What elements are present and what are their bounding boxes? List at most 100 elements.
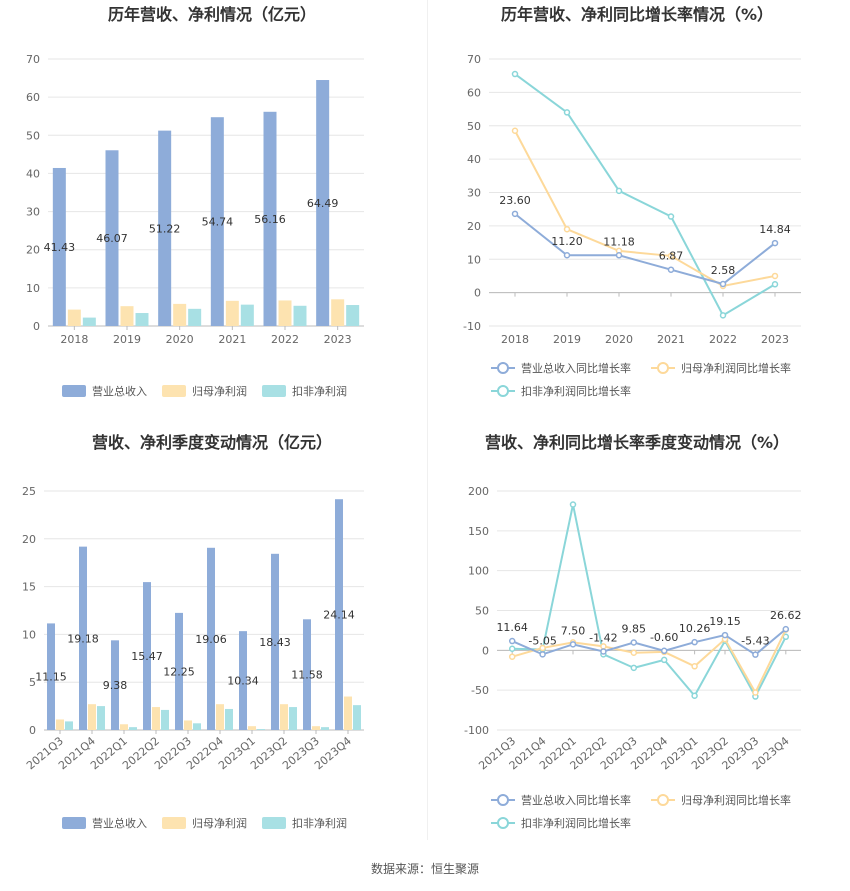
data-point — [667, 213, 675, 220]
legend-swatch — [62, 385, 86, 397]
y-tick-label: 20 — [26, 244, 40, 257]
chart-title: 营收、净利同比增长率季度变动情况（%） — [485, 433, 789, 452]
legend-swatch — [62, 817, 86, 829]
bar-revenue — [210, 117, 224, 327]
data-point — [539, 644, 546, 652]
bar-data-label: 41.43 — [44, 241, 76, 254]
bar-deducted-profit — [346, 305, 360, 326]
bar-data-label: 10.34 — [227, 675, 259, 688]
bar-net-profit — [120, 306, 134, 326]
bar-net-profit — [120, 724, 128, 730]
annual-revenue-profit-chart: 历年营收、净利情况（亿元） 0 10 20 30 40 50 60 70 2018 2019 2020… — [26, 5, 364, 398]
bar-revenue — [207, 547, 215, 730]
legend-marker — [497, 385, 509, 397]
data-point — [752, 651, 759, 658]
y-tick-label: 100 — [468, 565, 489, 578]
bar-data-label: 19.06 — [195, 633, 227, 646]
bar-net-profit — [225, 300, 239, 326]
line-data-label: 9.85 — [622, 622, 647, 635]
chart-title: 营收、净利季度变动情况（亿元） — [92, 433, 332, 452]
y-tick-label: 10 — [26, 282, 40, 295]
bar-deducted-profit — [161, 709, 169, 730]
series-line-net-profit — [514, 130, 776, 288]
y-tick-label: 10 — [467, 253, 481, 266]
bar-net-profit — [184, 720, 192, 730]
bar-net-profit — [88, 704, 96, 730]
line-data-label: -1.42 — [589, 631, 617, 644]
bar-data-label: 18.43 — [259, 636, 291, 649]
data-point — [563, 109, 571, 116]
line-data-label: 7.50 — [561, 624, 586, 637]
data-point — [691, 692, 698, 699]
data-point — [719, 280, 727, 288]
series-line-revenue — [511, 628, 787, 656]
data-point — [660, 647, 668, 655]
series-line-revenue — [514, 213, 776, 286]
bar-revenue — [303, 619, 311, 730]
bar-net-profit — [216, 704, 224, 730]
y-tick-label: 50 — [475, 605, 489, 618]
x-tick-label: 2023 — [324, 333, 352, 346]
bar-net-profit — [278, 300, 292, 326]
data-point — [691, 638, 698, 646]
bar-net-profit — [248, 726, 256, 730]
data-point — [691, 663, 698, 670]
bar-deducted-profit — [193, 723, 201, 730]
panel-quarterly-growth: 营收、净利同比增长率季度变动情况（%） -100 -50 0 50 100 150 200 20… — [425, 430, 850, 860]
x-tick-label: 2021 — [218, 333, 246, 346]
data-point — [719, 312, 727, 319]
y-tick-label: 25 — [22, 485, 36, 498]
bar-data-label: 11.15 — [35, 671, 67, 684]
bar-deducted-profit — [82, 317, 96, 326]
bar-net-profit — [312, 726, 320, 730]
legend-label: 归母净利润 — [192, 384, 247, 398]
quarterly-growth-chart: 营收、净利同比增长率季度变动情况（%）-100-5005010015020020… — [464, 433, 802, 830]
bar-deducted-profit — [321, 727, 329, 730]
data-point — [615, 187, 623, 195]
quarterly-revenue-profit-chart: 营收、净利季度变动情况（亿元）05101520252021Q32021Q4202… — [22, 433, 364, 830]
x-tick-label: 2022 — [271, 333, 299, 346]
legend-label: 营业总收入同比增长率 — [521, 361, 631, 375]
line-data-label: 11.18 — [603, 235, 635, 248]
bar-net-profit — [331, 299, 345, 326]
y-tick-label: 60 — [26, 91, 40, 104]
bar-deducted-profit — [353, 705, 361, 730]
data-point — [752, 689, 759, 696]
data-point — [563, 251, 571, 259]
x-tick-label: 2022 — [709, 333, 737, 346]
bar-revenue — [52, 167, 66, 326]
legend-label: 营业总收入 — [92, 816, 147, 830]
annual-growth-chart: 历年营收、净利同比增长率情况（%） -10 0 10 20 30 40 50 60 70 2018 2… — [463, 5, 801, 398]
y-tick-label: 0 — [33, 320, 40, 333]
y-tick-label: 150 — [468, 525, 489, 538]
y-tick-label: 30 — [467, 187, 481, 200]
legend-label: 营业总收入 — [92, 384, 147, 398]
data-point — [563, 225, 571, 233]
line-data-label: -5.05 — [528, 634, 556, 647]
panel-annual-growth: 历年营收、净利同比增长率情况（%） -10 0 10 20 30 40 50 60 70 2018 2… — [425, 0, 850, 430]
bar-revenue — [47, 623, 55, 730]
bar-data-label: 64.49 — [307, 197, 339, 210]
data-point — [539, 651, 546, 658]
data-point — [630, 649, 638, 656]
legend-label: 归母净利润 — [192, 816, 247, 830]
legend-swatch — [262, 817, 286, 829]
bar-net-profit — [67, 309, 81, 326]
y-tick-label: 70 — [26, 53, 40, 66]
bar-net-profit — [173, 303, 187, 326]
bar-revenue — [143, 582, 151, 730]
legend-label: 扣非净利润同比增长率 — [521, 816, 631, 830]
legend-label: 营业总收入同比增长率 — [521, 793, 631, 807]
legend-marker — [497, 362, 509, 374]
x-tick-label: 2023Q4 — [312, 734, 354, 772]
x-tick-label: 2018 — [501, 333, 529, 346]
bar-data-label: 51.22 — [149, 222, 181, 235]
x-tick-label: 2021 — [657, 333, 685, 346]
chart-title: 历年营收、净利情况（亿元） — [108, 5, 316, 24]
bar-revenue — [175, 612, 183, 730]
series-line-net-profit — [511, 629, 787, 695]
line-data-label: 10.26 — [679, 622, 711, 635]
y-tick-label: 5 — [29, 676, 36, 689]
data-point — [511, 210, 519, 218]
data-point — [600, 648, 607, 655]
